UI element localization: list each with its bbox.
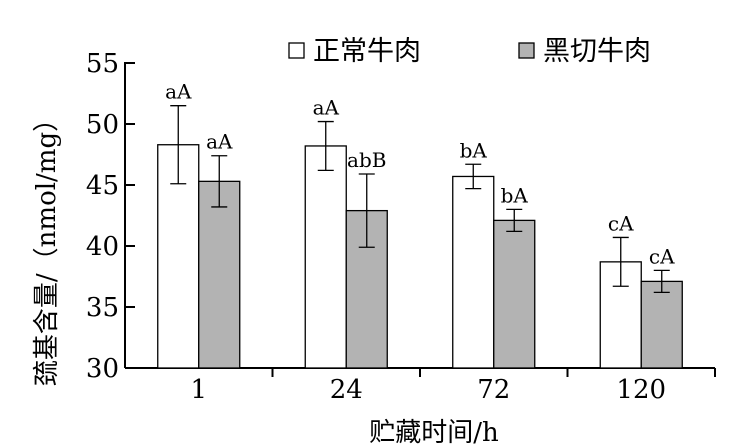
error-bars: [170, 105, 670, 294]
significance-label: abB: [347, 148, 386, 172]
significance-label: aA: [313, 96, 340, 120]
x-tick-label: 120: [616, 375, 666, 405]
x-tick-label: 1: [190, 375, 207, 405]
bar: [304, 145, 347, 369]
y-tick-label: 40: [86, 232, 119, 262]
y-axis-title: 巯基含量/（nmol/mg）: [32, 106, 62, 386]
x-axis: 1 24 72 120: [125, 367, 716, 405]
x-tick-label: 72: [477, 375, 510, 405]
significance-labels: aA aA aA abB bA bA cA cA: [165, 80, 675, 269]
significance-label: bA: [501, 183, 529, 207]
legend: 正常牛肉 黑切牛肉: [288, 36, 651, 67]
legend-label: 正常牛肉: [313, 36, 421, 67]
significance-label: aA: [165, 80, 192, 104]
bar: [198, 180, 241, 369]
x-tick-label: 24: [330, 375, 363, 405]
y-tick-label: 45: [86, 171, 119, 201]
bar: [493, 219, 536, 369]
significance-label: cA: [608, 211, 634, 235]
bars: [157, 144, 683, 369]
bar: [640, 280, 683, 369]
y-tick-label: 35: [86, 293, 119, 323]
legend-swatch: [288, 42, 305, 59]
y-tick-label: 50: [86, 110, 119, 140]
significance-label: bA: [460, 138, 488, 162]
legend-swatch: [518, 42, 535, 59]
y-tick-label: 30: [86, 354, 119, 384]
x-axis-title: 贮藏时间/h: [369, 418, 499, 448]
bar: [452, 175, 495, 369]
y-tick-label: 55: [86, 49, 119, 79]
significance-label: cA: [649, 244, 675, 268]
significance-label: aA: [206, 130, 233, 154]
legend-label: 黑切牛肉: [543, 36, 651, 67]
y-axis: 30 35 40 45 50 55: [86, 49, 135, 384]
